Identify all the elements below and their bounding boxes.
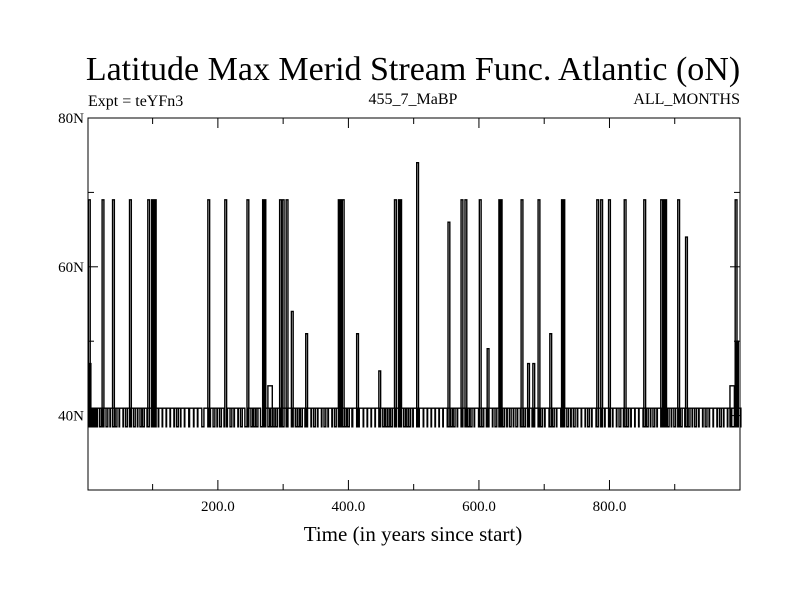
series-line — [87, 161, 742, 428]
y-tick-label: 80N — [58, 111, 84, 127]
y-tick-label: 40N — [58, 409, 84, 425]
x-tick-label: 600.0 — [462, 499, 496, 515]
y-axis-ticks — [88, 117, 740, 491]
subtitle-months: ALL_MONTHS — [633, 91, 740, 108]
subtitle-run: 455_7_MaBP — [369, 91, 458, 108]
x-tick-label: 200.0 — [201, 499, 235, 515]
plot-frame — [87, 117, 741, 491]
x-axis-label: Time (in years since start) — [304, 522, 523, 546]
x-tick-label: 400.0 — [332, 499, 366, 515]
x-tick-label: 800.0 — [593, 499, 627, 515]
chart-title: Latitude Max Merid Stream Func. Atlantic… — [86, 51, 740, 88]
subtitle-experiment: Expt = teYFn3 — [88, 93, 183, 110]
y-tick-label: 60N — [58, 260, 84, 276]
x-axis-ticks — [152, 118, 676, 490]
tick-labels: 40N 60N 80N 200.0 400.0 600.0 800.0 — [58, 111, 626, 515]
